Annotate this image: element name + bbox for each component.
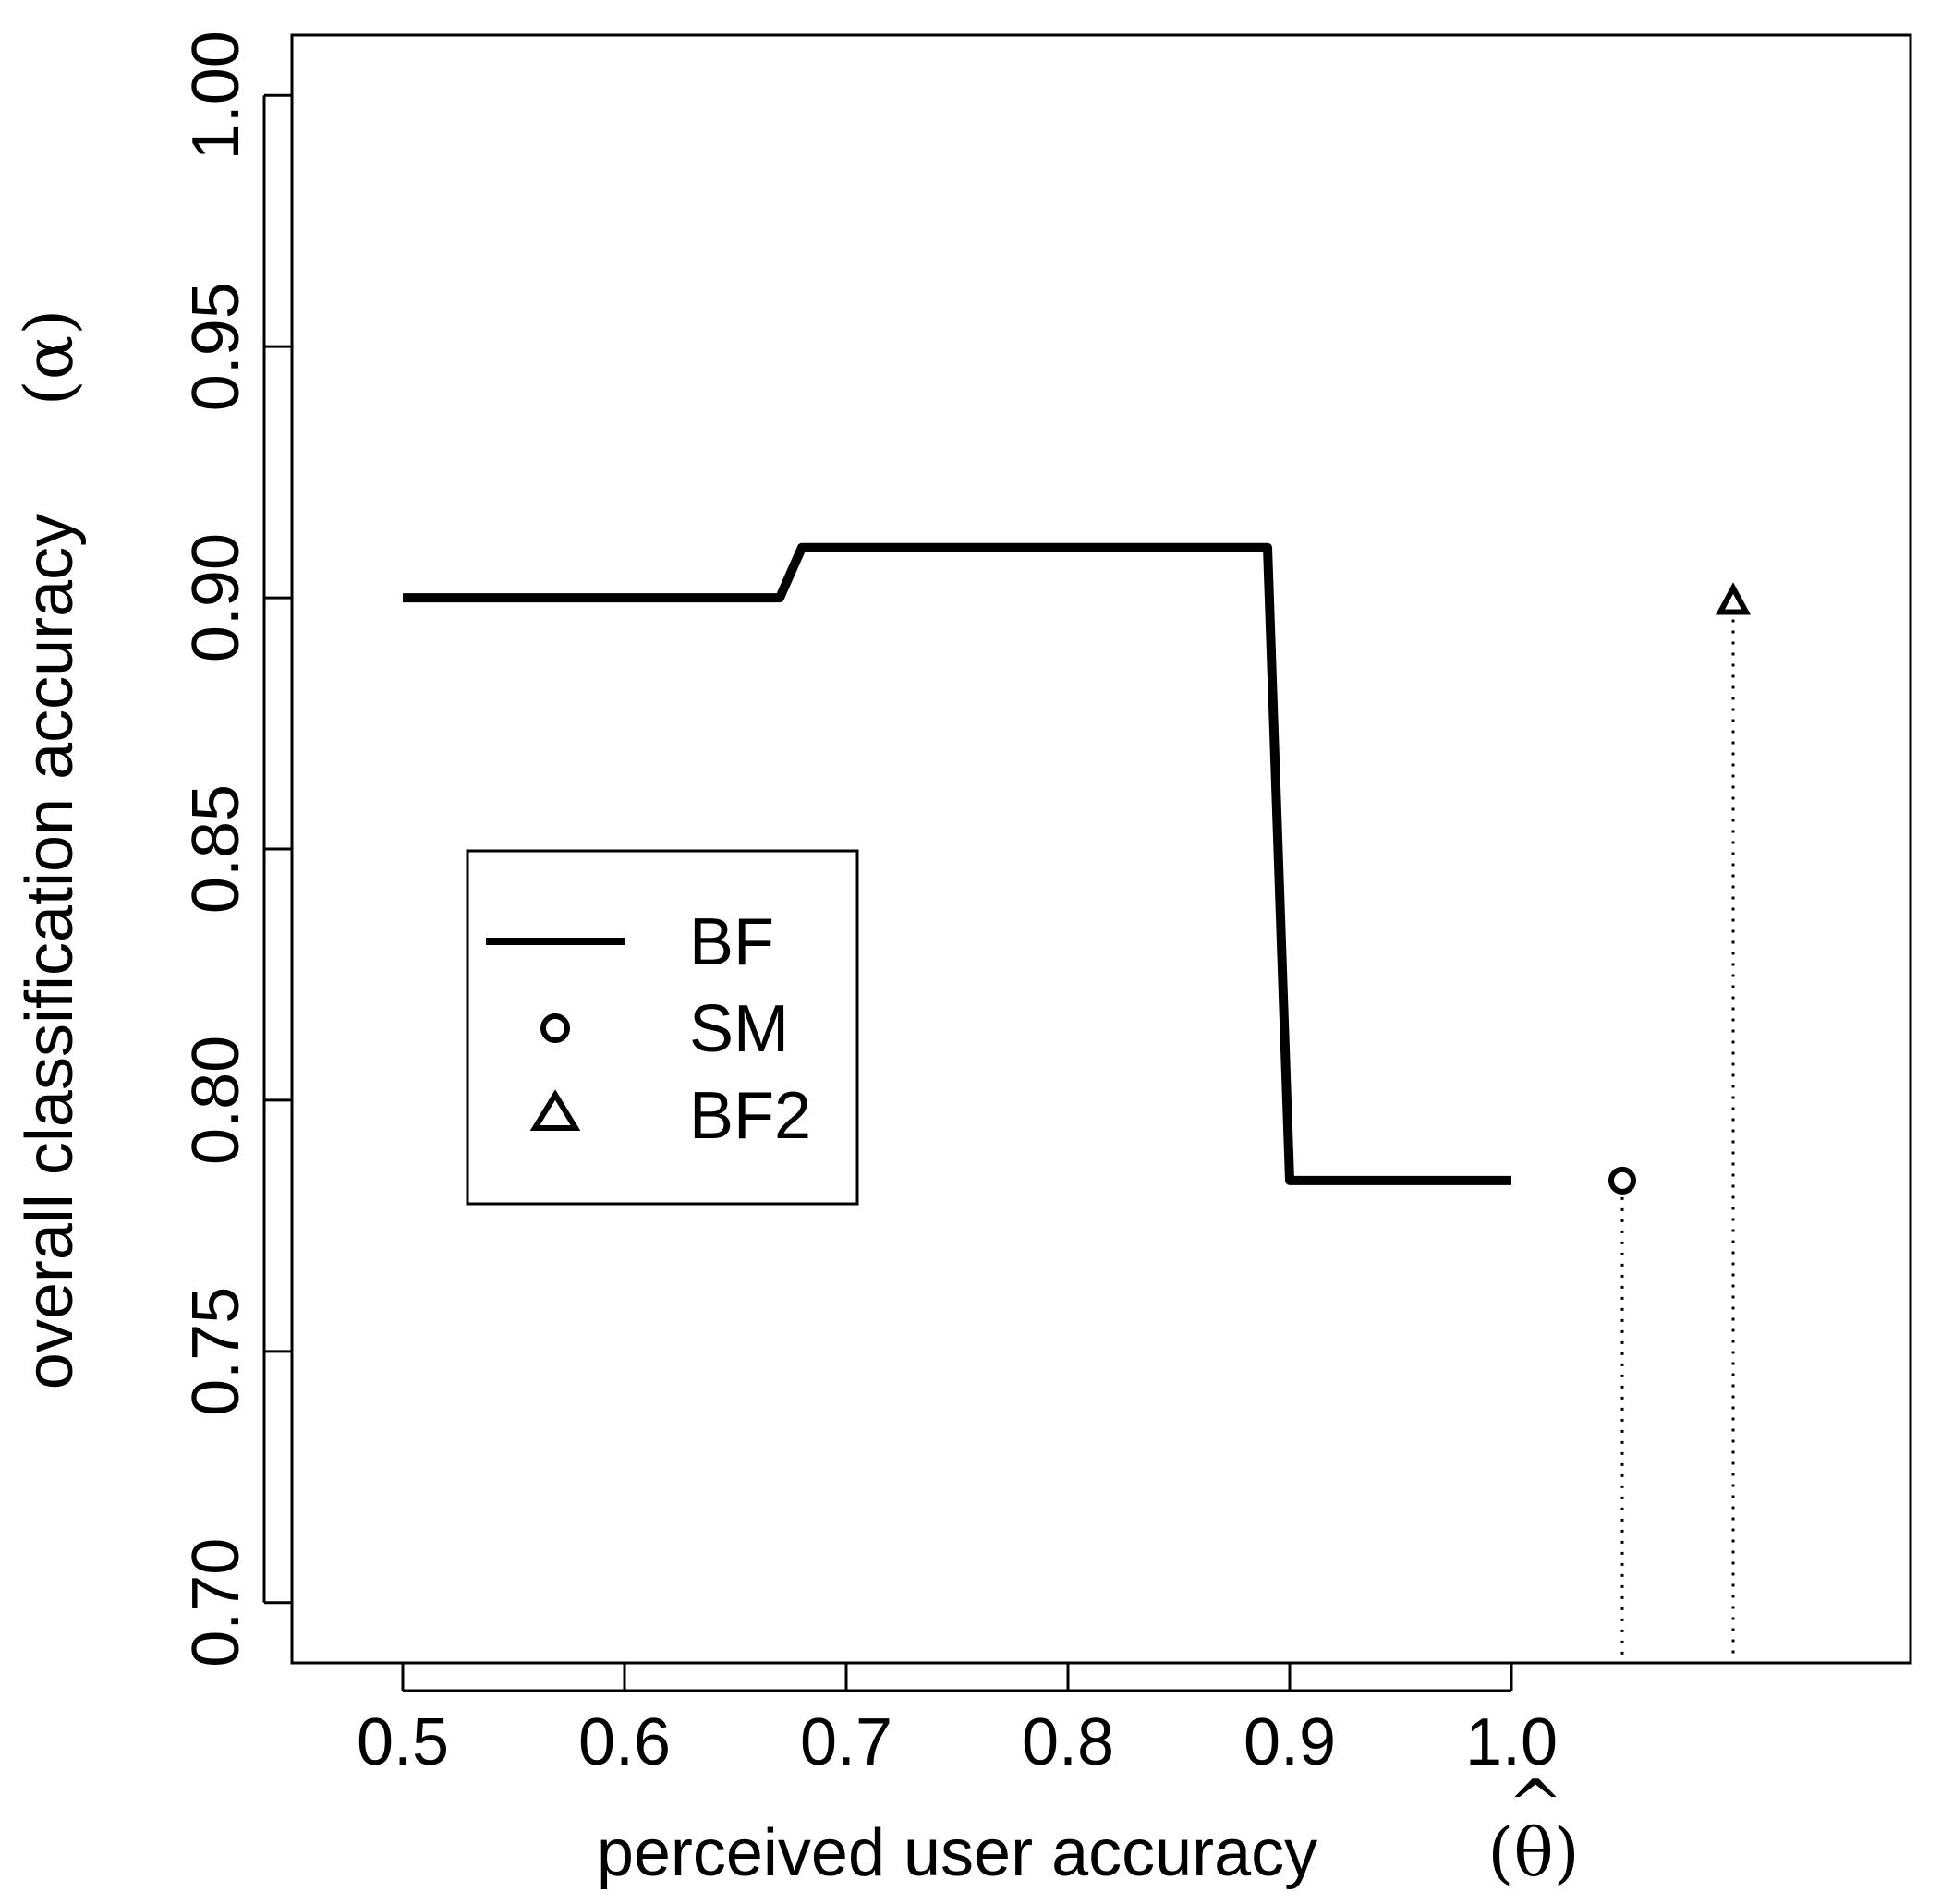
- legend-sm-circle-marker: [540, 1013, 570, 1043]
- plot-frame: [290, 33, 1912, 1665]
- x-tick-label: 0.5: [357, 1705, 449, 1779]
- x-tick-label: 0.8: [1022, 1705, 1114, 1779]
- bf2-point: [1715, 582, 1752, 615]
- y-tick-label: 0.90: [179, 533, 253, 662]
- y-tick-label: 0.75: [179, 1287, 253, 1416]
- bf-series-line: [403, 542, 1511, 1185]
- x-tick-label: 1.0: [1465, 1705, 1558, 1779]
- legend-box: [466, 849, 859, 1206]
- x-tick-label: 0.9: [1243, 1705, 1336, 1779]
- plot-area: [403, 542, 1752, 1663]
- x-axis-title-text: perceived user accuracy: [597, 1816, 1317, 1890]
- axes: 0.5 0.6 0.7 0.8 0.9 1.0 0.70 0.75 0.80 0.85 0.90 0.…: [179, 30, 1912, 1779]
- y-tick-label: 0.95: [179, 282, 253, 411]
- legend-bf2-triangle-marker: [529, 1089, 581, 1131]
- legend: BF SM BF2: [466, 849, 859, 1206]
- y-tick-label: 1.00: [179, 30, 253, 160]
- legend-sm-label: SM: [689, 992, 789, 1066]
- x-tick-label: 0.6: [578, 1705, 671, 1779]
- legend-bf-label: BF: [689, 905, 774, 979]
- y-tick-label: 0.70: [179, 1538, 253, 1668]
- y-tick-label: 0.80: [179, 1036, 253, 1165]
- x-axis-title: perceived user accuracy: [597, 1816, 1317, 1890]
- x-axis-symbol: (θ): [1487, 1813, 1580, 1891]
- x-axis-symbol-hat: ^: [1508, 1765, 1563, 1843]
- sm-point: [1608, 1166, 1636, 1195]
- legend-bf2-label: BF2: [689, 1079, 811, 1153]
- y-axis-symbol: (α): [10, 309, 88, 406]
- x-tick-label: 0.7: [800, 1705, 892, 1779]
- y-tick-label: 0.85: [179, 784, 253, 914]
- y-axis-title: overall classification accuracy: [13, 514, 87, 1389]
